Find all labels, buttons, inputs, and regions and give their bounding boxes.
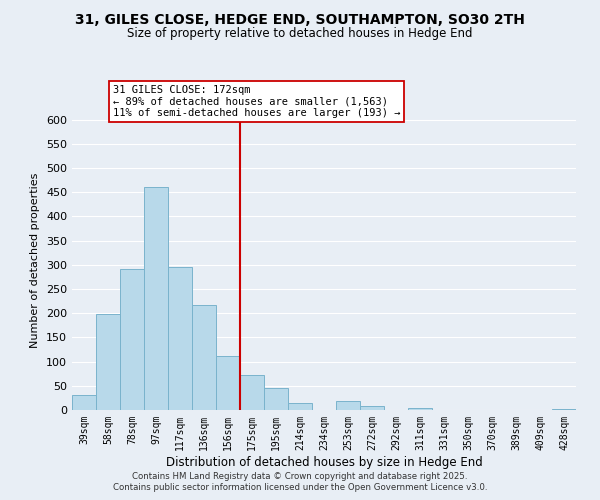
Bar [552,409,576,410]
Text: 31, GILES CLOSE, HEDGE END, SOUTHAMPTON, SO30 2TH: 31, GILES CLOSE, HEDGE END, SOUTHAMPTON,… [75,12,525,26]
Text: 31 GILES CLOSE: 172sqm
← 89% of detached houses are smaller (1,563)
11% of semi-: 31 GILES CLOSE: 172sqm ← 89% of detached… [113,85,400,118]
Bar [96,314,120,410]
Bar [120,268,144,410]
Bar [360,406,384,410]
Bar [288,403,312,410]
Bar [240,374,264,410]
Y-axis label: Number of detached properties: Number of detached properties [31,172,40,348]
Bar [168,268,192,410]
Bar [336,401,360,410]
Bar [264,388,288,410]
Bar [72,396,96,410]
Bar [144,188,168,410]
X-axis label: Distribution of detached houses by size in Hedge End: Distribution of detached houses by size … [166,456,482,468]
Text: Contains HM Land Registry data © Crown copyright and database right 2025.: Contains HM Land Registry data © Crown c… [132,472,468,481]
Bar [192,305,216,410]
Text: Size of property relative to detached houses in Hedge End: Size of property relative to detached ho… [127,28,473,40]
Bar [216,356,240,410]
Bar [408,408,432,410]
Text: Contains public sector information licensed under the Open Government Licence v3: Contains public sector information licen… [113,484,487,492]
